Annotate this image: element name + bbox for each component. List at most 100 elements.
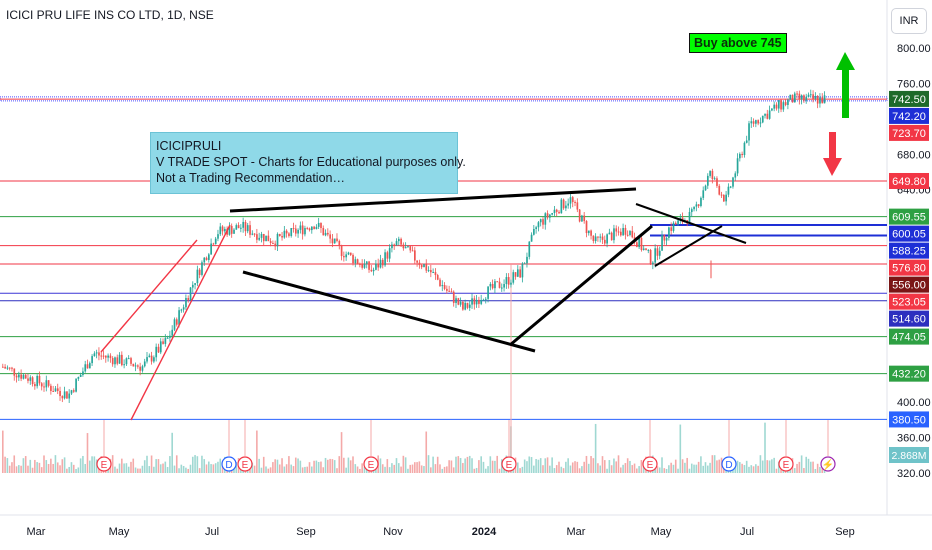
candle-body xyxy=(478,299,480,304)
volume-bar xyxy=(741,463,743,473)
volume-bar xyxy=(473,468,476,473)
dividend-event-icon xyxy=(721,456,737,472)
volume-bar xyxy=(47,463,50,473)
volume-bar xyxy=(306,466,309,473)
volume-bar xyxy=(86,433,89,473)
price-tag xyxy=(889,276,929,293)
volume-bar xyxy=(66,468,68,473)
candle-body xyxy=(750,121,753,124)
volume-bar xyxy=(427,455,430,473)
candle-body xyxy=(510,282,512,285)
volume-bar xyxy=(322,467,325,473)
candle-body xyxy=(386,252,389,259)
volume-bar xyxy=(141,465,144,473)
volume-bar xyxy=(288,456,290,473)
volume-bar xyxy=(315,460,318,473)
volume-bar xyxy=(480,456,482,473)
candle-body xyxy=(256,234,258,240)
currency-selector[interactable]: INR xyxy=(891,8,927,34)
volume-tag-label: 2.868M xyxy=(891,450,926,462)
candle-body xyxy=(814,96,817,99)
volume-bar xyxy=(471,458,473,473)
trend-line xyxy=(509,224,653,347)
candle-body xyxy=(224,228,226,232)
candle-body xyxy=(375,263,377,270)
price-tag xyxy=(889,259,929,276)
candle-body xyxy=(743,142,746,155)
candle-body xyxy=(821,97,824,104)
candle-body xyxy=(114,357,116,365)
volume-bar xyxy=(452,467,455,473)
candle-body xyxy=(77,377,80,379)
candle-body xyxy=(517,269,519,277)
volume-bar xyxy=(365,468,368,473)
volume-bar xyxy=(164,461,167,473)
price-tag xyxy=(889,225,929,242)
candle-body xyxy=(84,364,87,372)
earnings-event-label: E xyxy=(368,460,375,471)
candle-body xyxy=(649,249,652,265)
volume-bar xyxy=(125,463,128,473)
candle-body xyxy=(620,231,622,236)
candle-body xyxy=(290,228,293,236)
down-arrow-icon xyxy=(823,132,842,176)
signal-arrows xyxy=(823,52,855,176)
volume-bar xyxy=(251,462,254,473)
price-tag-label: 556.00 xyxy=(892,280,926,292)
candle-body xyxy=(482,299,485,301)
volume-bar xyxy=(208,461,210,473)
volume-bar xyxy=(169,456,171,473)
candle-body xyxy=(773,104,776,109)
volume-bar xyxy=(162,463,164,473)
candle-body xyxy=(757,120,760,124)
volume-bar xyxy=(793,468,796,473)
volume-bar xyxy=(134,467,137,473)
candle-body xyxy=(569,197,572,204)
volume-bar xyxy=(388,467,391,473)
candle-body xyxy=(741,153,744,155)
volume-bar xyxy=(146,455,148,473)
volume-bar xyxy=(194,455,196,473)
candle-body xyxy=(553,209,556,214)
candle-body xyxy=(47,380,50,386)
candle-body xyxy=(196,269,199,284)
volume-bar xyxy=(439,464,441,473)
volume-bar xyxy=(496,455,498,473)
volume-bar xyxy=(642,464,645,473)
candle-body xyxy=(816,96,819,104)
volume-bar xyxy=(679,424,682,473)
volume-bar xyxy=(761,460,764,473)
volume-bar xyxy=(468,455,471,473)
candle-body xyxy=(494,281,496,289)
volume-bar xyxy=(796,463,798,473)
candle-body xyxy=(567,203,570,206)
volume-bar xyxy=(349,460,352,473)
candle-body xyxy=(27,378,29,381)
x-tick-label: Sep xyxy=(835,526,855,538)
candle-body xyxy=(258,237,261,240)
volume-bar xyxy=(63,457,66,473)
candle-body xyxy=(533,229,535,235)
candle-body xyxy=(462,301,464,310)
volume-bar xyxy=(816,463,819,473)
candle-body xyxy=(327,232,329,235)
volume-bar xyxy=(143,460,146,473)
buy-callout: Buy above 745 xyxy=(689,33,787,53)
volume-bar xyxy=(317,461,320,473)
volume-bar xyxy=(18,465,20,473)
volume-bar xyxy=(391,463,393,473)
candle-body xyxy=(404,247,407,249)
volume-bar xyxy=(530,457,533,473)
volume-bar xyxy=(340,432,343,473)
volume-bar xyxy=(803,468,805,473)
volume-bar xyxy=(739,462,741,473)
volume-bar xyxy=(29,459,32,473)
volume-bar xyxy=(684,462,686,473)
volume-bar xyxy=(690,463,693,473)
candle-body xyxy=(100,355,103,357)
earnings-event-icon xyxy=(237,456,253,472)
candle-body xyxy=(31,377,34,385)
candle-body xyxy=(50,385,52,391)
candle-body xyxy=(2,366,4,368)
